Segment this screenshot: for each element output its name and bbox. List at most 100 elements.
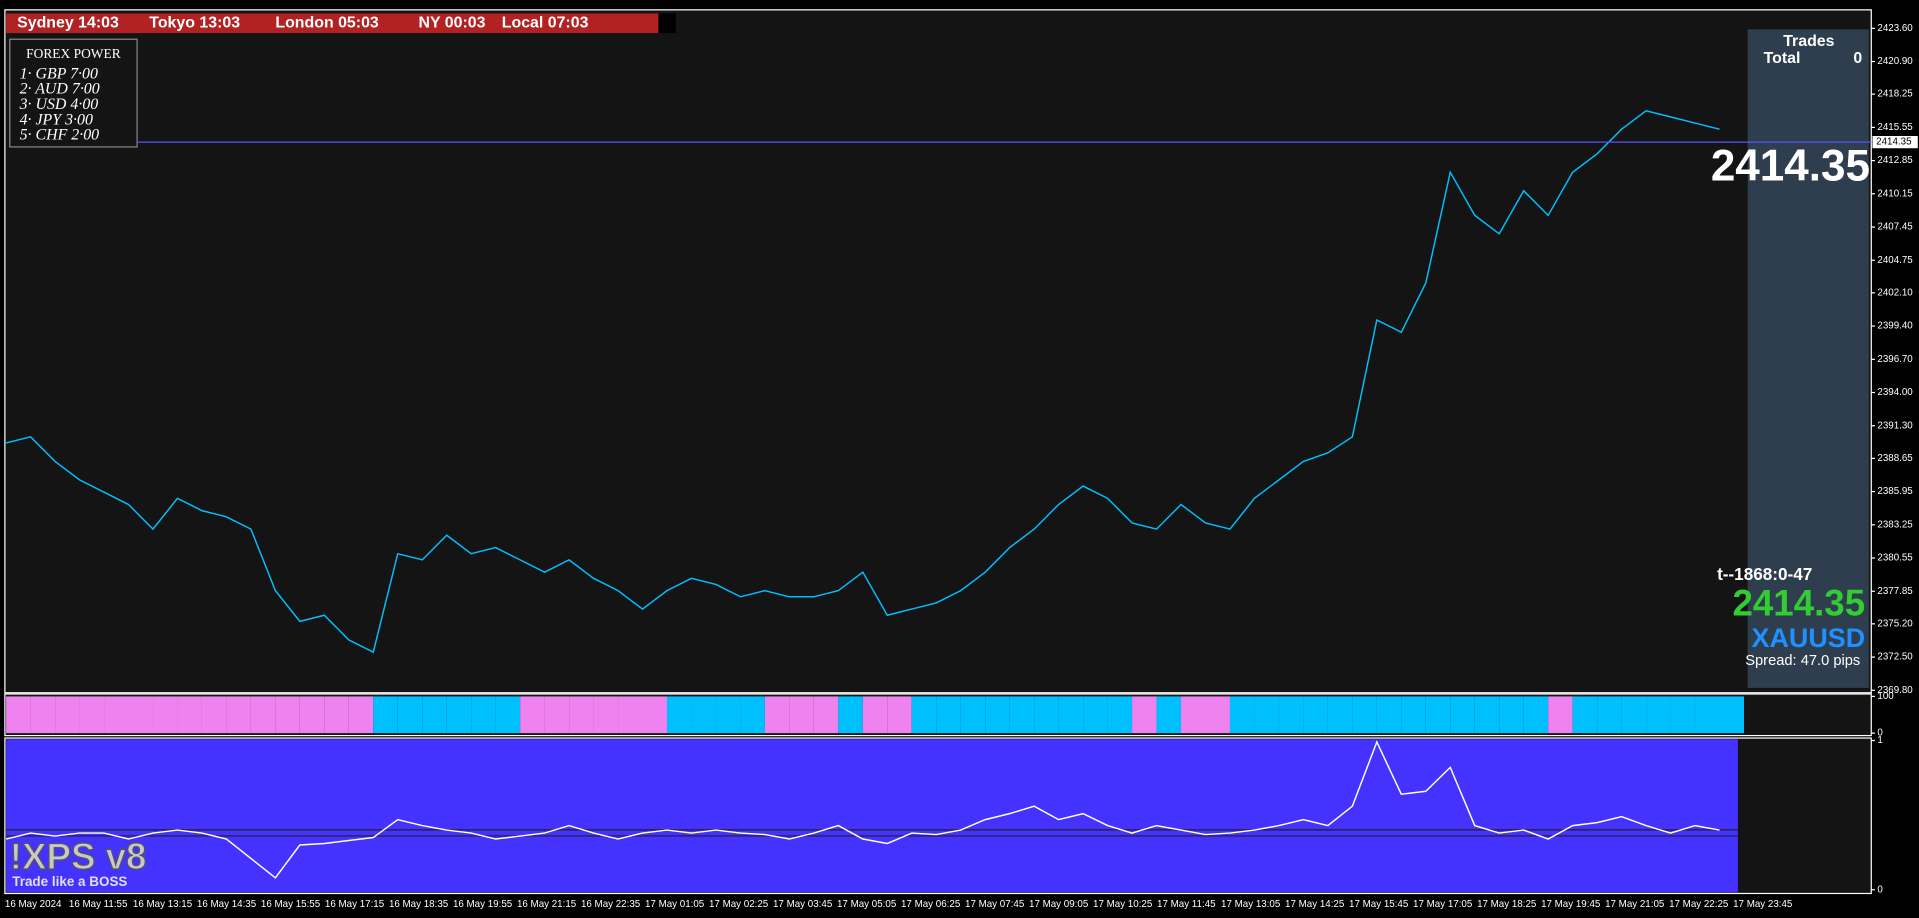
histogram-bar (1425, 696, 1451, 734)
x-tick-label: 17 May 14:25 (1285, 899, 1345, 910)
histogram-bar (373, 696, 398, 734)
x-tick-label: 16 May 19:55 (453, 899, 513, 910)
histogram-bar (1181, 696, 1206, 734)
histogram-bar (495, 696, 521, 734)
y-tick-label: 2415.55 (1877, 122, 1913, 133)
symbol: XAUUSD (1752, 623, 1866, 653)
session-time: Tokyo 13:03 (149, 15, 240, 32)
histogram-bar (104, 696, 129, 734)
x-tick-label: 17 May 05:05 (837, 899, 897, 910)
oscillator-bg (6, 739, 1738, 893)
histogram-bar (348, 696, 374, 734)
oscillator: 10 (5, 735, 1883, 895)
histogram-bar (1523, 696, 1549, 734)
histogram-bar (1107, 696, 1133, 734)
x-tick-label: 17 May 10:25 (1093, 899, 1153, 910)
histogram-bar (1450, 696, 1475, 734)
trades-panel (1747, 29, 1869, 688)
histogram-bar (1229, 696, 1255, 734)
histogram: 100 0 (6, 691, 1894, 739)
histogram-bar (691, 696, 716, 734)
y-tick-label: 2407.45 (1877, 222, 1913, 233)
histogram-bar (1646, 696, 1671, 734)
histogram-bar (30, 696, 56, 734)
histogram-bar (911, 696, 937, 734)
x-tick-label: 16 May 2024 (5, 899, 62, 910)
y-tick-label: 0 (1877, 884, 1883, 895)
y-tick-label: 2372.50 (1877, 652, 1913, 663)
forex-power-item: 4· JPY 3·00 (20, 111, 93, 128)
histogram-bar (544, 696, 570, 734)
histogram-bar (740, 696, 765, 734)
histogram-bar (985, 696, 1010, 734)
histogram-bar (1058, 696, 1084, 734)
histogram-bar (201, 696, 227, 734)
y-tick-label: 2396.70 (1877, 354, 1913, 365)
main-chart: 2423.60 2420.90 2418.25 2415.55 2412.85 2410.… (5, 23, 1918, 696)
histogram-bar (1695, 696, 1720, 734)
histogram-bar (618, 696, 643, 734)
forex-power-item: 2· AUD 7·00 (20, 81, 100, 98)
histogram-bar (1499, 696, 1524, 734)
x-tick-label: 17 May 01:05 (645, 899, 705, 910)
x-tick-label: 16 May 11:55 (69, 899, 128, 910)
y-tick-label: 2369.80 (1877, 685, 1913, 696)
histogram-bar (152, 696, 178, 734)
session-time: London 05:03 (275, 15, 379, 32)
price-line (5, 109, 1720, 654)
histogram-bar (250, 696, 276, 734)
x-tick-label: 17 May 06:25 (901, 899, 961, 910)
histogram-bar (397, 696, 423, 734)
histogram-bar (1670, 696, 1696, 734)
x-tick-label: 16 May 22:35 (581, 899, 641, 910)
y-tick-label: 0 (1877, 728, 1883, 739)
histogram-bar (1621, 696, 1647, 734)
y-tick-label: 2399.40 (1877, 321, 1913, 332)
x-tick-label: 16 May 13:15 (133, 899, 193, 910)
histogram-bar (422, 696, 447, 734)
x-tick-label: 16 May 14:35 (197, 899, 257, 910)
x-tick-label: 17 May 11:45 (1157, 899, 1216, 910)
histogram-bar (79, 696, 105, 734)
logo: !XPS v8 (10, 836, 147, 877)
histogram-bar (55, 696, 80, 734)
x-tick-label: 16 May 15:55 (261, 899, 321, 910)
session-time: Sydney 14:03 (17, 15, 119, 32)
x-tick-label: 16 May 21:15 (517, 899, 577, 910)
y-tick-label: 2412.85 (1877, 155, 1913, 166)
y-tick-label: 2410.15 (1877, 188, 1913, 199)
histogram-bar (1597, 696, 1622, 734)
session-bar (6, 13, 659, 34)
histogram-bar (715, 696, 741, 734)
histogram-bar (862, 696, 888, 734)
bid-label: 2414.35 (1876, 137, 1912, 148)
histogram-bar (1474, 696, 1500, 734)
histogram-bar (838, 696, 863, 734)
histogram-bar (764, 696, 790, 734)
histogram-bar (1034, 696, 1059, 734)
x-tick-label: 17 May 13:05 (1221, 899, 1281, 910)
forex-power-title: FOREX POWER (26, 46, 121, 61)
histogram-bar (1132, 696, 1157, 734)
histogram-bar (887, 696, 912, 734)
histogram-bar (226, 696, 251, 734)
main-panel (4, 9, 1872, 694)
histogram-bar (1009, 696, 1035, 734)
x-tick-label: 17 May 17:05 (1413, 899, 1473, 910)
histogram-bar (1156, 696, 1182, 734)
histogram-bar (177, 696, 202, 734)
histogram-bar (1083, 696, 1108, 734)
y-tick-label: 2391.30 (1877, 420, 1913, 431)
histogram-bar (1376, 696, 1402, 734)
bid-label-box (1872, 136, 1918, 149)
histogram-bar (813, 696, 839, 734)
histogram-bar (1254, 696, 1279, 734)
histogram-bar (1278, 696, 1304, 734)
histogram-bar (1719, 696, 1744, 734)
histogram-bar (6, 696, 31, 734)
sessions: Sydney 14:03 Tokyo 13:03 London 05:03 NY 00… (17, 15, 588, 32)
y-tick-label: 2375.20 (1877, 618, 1913, 629)
histogram-bar (1205, 696, 1230, 734)
y-tick-label: 2385.95 (1877, 486, 1913, 497)
